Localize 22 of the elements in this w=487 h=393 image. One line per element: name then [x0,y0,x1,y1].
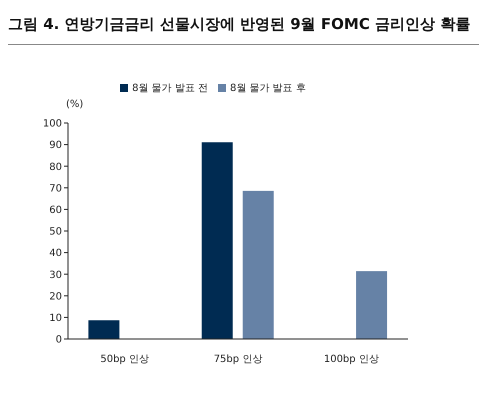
bar [242,190,274,339]
y-tick-label: 70 [49,183,62,194]
x-tick-label: 100bp 인상 [324,354,379,366]
x-tick-label: 75bp 인상 [214,354,262,366]
chart-title: 그림 4. 연방기금금리 선물시장에 반영된 9월 FOMC 금리인상 확률 [8,8,479,45]
y-tick-label: 90 [49,140,62,152]
x-tick-label: 50bp 인상 [100,354,149,366]
y-tick-label: 20 [49,291,62,302]
y-tick-label: 30 [49,270,62,281]
y-tick-label: 80 [49,162,62,173]
bar [356,271,388,339]
y-tick-label: 40 [49,248,62,260]
y-axis-title: (%) [66,99,84,110]
legend-label: 8월 물가 발표 후 [230,83,306,94]
y-tick-label: 60 [49,204,62,216]
y-tick-label: 100 [42,118,62,130]
bar [202,142,233,339]
y-tick-label: 50 [49,226,62,238]
legend-label: 8월 물가 발표 전 [132,83,208,94]
bar [88,320,120,339]
y-tick-label: 0 [56,334,62,346]
y-tick-label: 10 [49,312,62,324]
